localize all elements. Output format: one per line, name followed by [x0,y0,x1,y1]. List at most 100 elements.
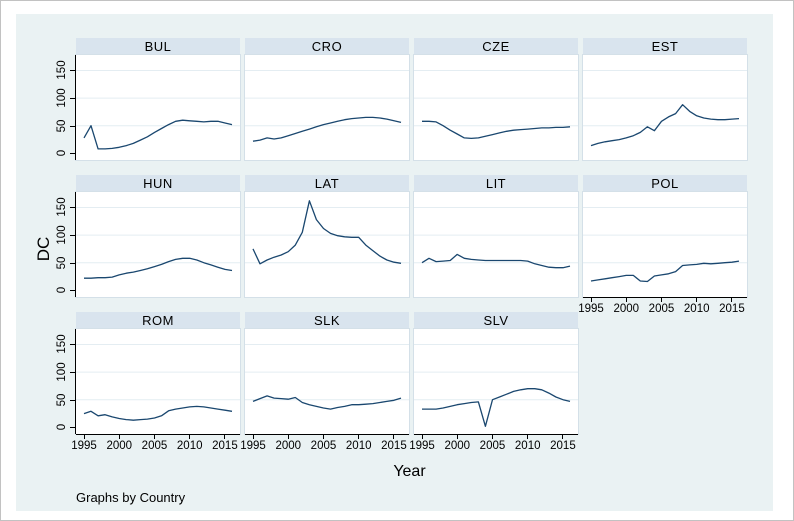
x-tick-label-2015: 2015 [719,303,745,315]
x-tick-2015 [562,435,564,439]
y-tick-label-150: 150 [56,334,68,355]
line-chart-EST [583,69,747,147]
x-tick-label-2010: 2010 [345,440,372,452]
data-line-EST [590,104,740,147]
y-tick-50 [70,262,75,264]
x-tick-2000 [625,298,627,302]
y-axis-title: DC [34,236,53,262]
x-tick-label-2010: 2010 [683,303,710,315]
data-line-LAT [252,200,402,265]
y-tick-label-100: 100 [56,362,68,382]
panel-plot-LIT [413,191,579,298]
x-axis-line-SLK [245,434,409,435]
line-chart-POL [583,206,747,283]
y-tick-50 [70,125,75,127]
line-chart-SLK [245,343,409,410]
x-tick-label-2005: 2005 [479,440,506,452]
x-tick-label-2015: 2015 [550,440,576,452]
panel-ROM: ROM 0 50 100 150 1995 2000 2005 2010 2015 [56,312,241,452]
y-tick-50 [70,399,75,401]
x-tick-2015 [224,435,226,439]
line-chart-CRO [245,69,409,142]
x-tick-2010 [189,435,191,439]
panel-title-CZE: CZE [414,38,578,55]
y-tick-label-0: 0 [56,287,68,294]
x-tick-label-1995: 1995 [240,440,266,452]
y-tick-label-100: 100 [56,88,68,108]
x-tick-label-2010: 2010 [176,440,203,452]
panel-CRO: CRO [244,38,410,161]
x-tick-2000 [456,435,458,439]
x-tick-1995 [590,298,592,302]
data-line-ROM [83,405,233,421]
data-line-SLV [422,388,571,427]
x-tick-label-1995: 1995 [71,440,97,452]
x-tick-label-1995: 1995 [409,440,435,452]
line-chart-HUN [76,206,240,279]
x-tick-1995 [83,435,85,439]
y-tick-label-0: 0 [56,150,68,157]
x-tick-1995 [421,435,423,439]
panel-plot-LAT [244,191,410,298]
y-axis-line-BUL [75,55,76,160]
x-tick-label-2000: 2000 [106,440,133,452]
x-tick-label-2005: 2005 [648,303,675,315]
panel-plot-POL [582,191,748,298]
x-tick-label-2010: 2010 [514,440,541,452]
x-tick-2005 [153,435,155,439]
panel-title-SLV: SLV [414,312,578,329]
panel-CZE: CZE [413,38,579,161]
y-tick-label-50: 50 [56,119,68,133]
panel-title-BUL: BUL [76,38,240,55]
y-tick-100 [70,372,75,374]
panel-BUL: BUL 0 50 100 150 [56,38,241,161]
x-tick-label-2000: 2000 [444,440,471,452]
panel-title-LAT: LAT [245,175,409,192]
panel-title-EST: EST [583,38,747,55]
panel-POL: POL 1995 2000 2005 2010 2015 [578,175,748,315]
x-tick-2005 [660,298,662,302]
x-tick-2015 [731,298,733,302]
x-tick-2005 [491,435,493,439]
x-tick-label-2005: 2005 [141,440,168,452]
y-tick-label-150: 150 [56,197,68,218]
line-chart-LIT [414,206,578,269]
y-axis-line-HUN [75,192,76,297]
panel-SLV: SLV 1995 2000 2005 2010 2015 [409,312,579,452]
x-tick-2010 [358,435,360,439]
line-chart-LAT [245,200,409,265]
x-tick-label-2005: 2005 [310,440,337,452]
panel-plot-SLK [244,328,410,435]
y-tick-0 [70,290,75,292]
panel-title-LIT: LIT [414,175,578,192]
y-tick-label-50: 50 [56,256,68,270]
panel-plot-SLV [413,328,579,435]
panel-title-SLK: SLK [245,312,409,329]
panel-plot-ROM [75,328,241,435]
line-chart-ROM [76,343,240,421]
panel-plot-BUL [75,54,241,161]
y-tick-label-50: 50 [56,393,68,407]
x-axis-line-SLV [414,434,578,435]
x-tick-2015 [393,435,395,439]
panel-HUN: HUN 0 50 100 150 [56,175,241,298]
x-tick-label-2015: 2015 [212,440,238,452]
x-tick-1995 [252,435,254,439]
x-tick-2000 [287,435,289,439]
y-tick-label-150: 150 [56,60,68,81]
panel-plot-CRO [244,54,410,161]
data-line-CRO [252,116,402,142]
line-chart-BUL [76,69,240,150]
panel-title-CRO: CRO [245,38,409,55]
panel-title-POL: POL [583,175,747,192]
panel-plot-HUN [75,191,241,298]
x-tick-label-1995: 1995 [578,303,604,315]
x-tick-label-2000: 2000 [613,303,640,315]
panel-title-HUN: HUN [76,175,240,192]
panel-LIT: LIT [413,175,579,298]
data-line-HUN [84,257,233,279]
y-tick-100 [70,98,75,100]
graph-region: DC BUL 0 50 100 150 CRO CZE EST HUN 0 50 100 150 LAT L… [16,14,773,511]
footnote: Graphs by Country [76,490,186,505]
